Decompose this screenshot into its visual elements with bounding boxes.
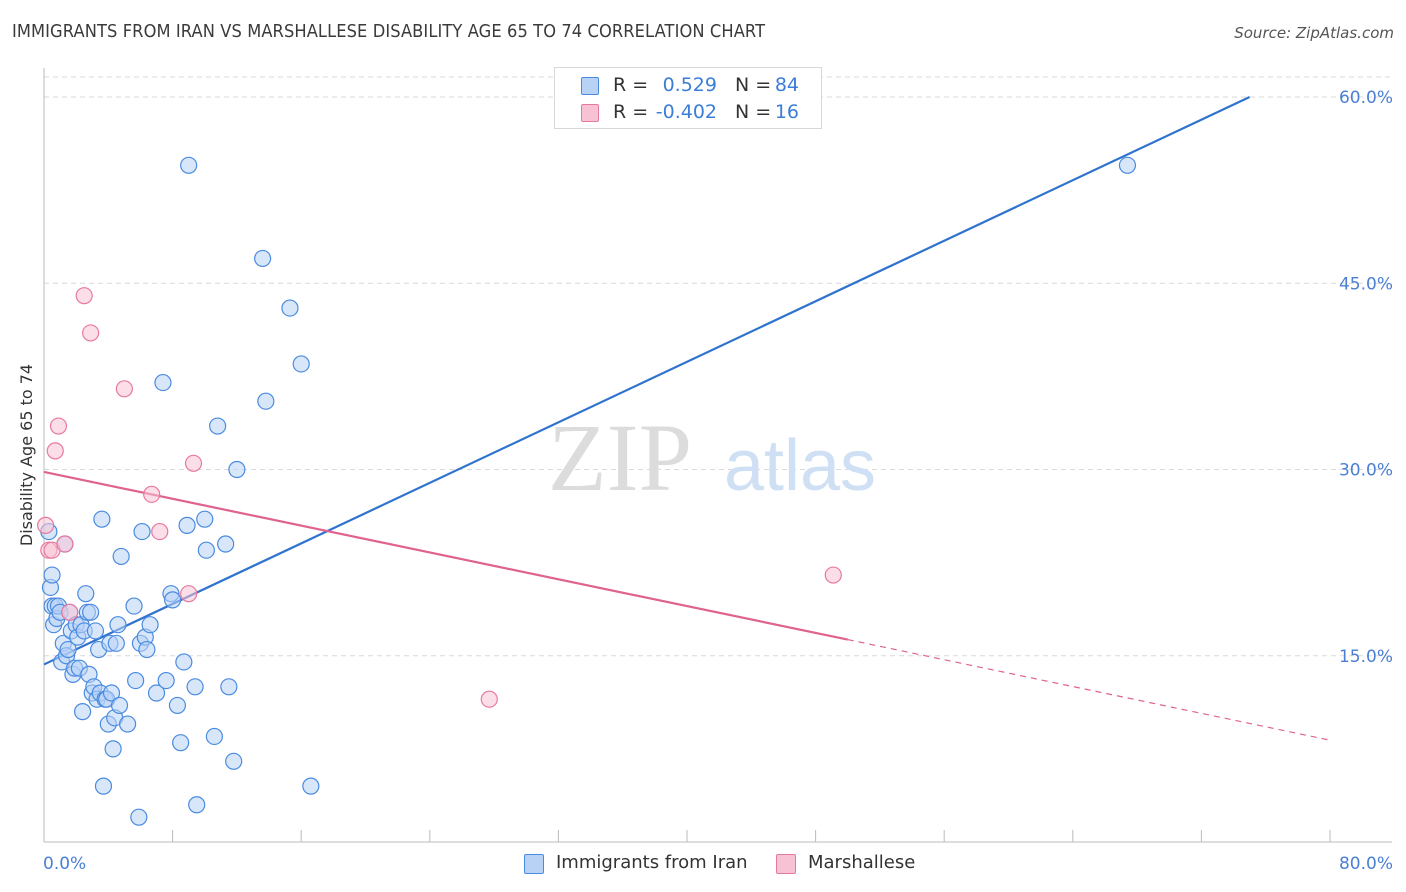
legend-swatch-iran — [524, 854, 544, 874]
y-tick-label: 60.0% — [1339, 88, 1393, 108]
point-iran — [82, 603, 100, 621]
point-iran — [172, 734, 190, 752]
r-value: -0.402 — [655, 101, 717, 123]
legend-label-marshallese: Marshallese — [808, 852, 916, 873]
point-marshallese — [56, 535, 74, 553]
trendline-marshallese — [43, 470, 848, 641]
point-iran — [107, 634, 125, 652]
n-value: 84 — [774, 74, 799, 96]
point-marshallese — [75, 287, 93, 305]
point-iran — [205, 727, 223, 746]
point-iran — [157, 671, 175, 690]
point-iran — [1118, 156, 1137, 174]
y-tick-label: 30.0% — [1339, 461, 1393, 481]
point-iran — [118, 715, 137, 733]
point-iran — [94, 777, 113, 795]
point-iran — [302, 777, 320, 795]
point-iran — [196, 510, 214, 528]
n-label: N = — [735, 101, 772, 123]
point-iran — [133, 522, 151, 541]
point-marshallese — [143, 485, 161, 503]
watermark-atlas: atlas — [724, 426, 876, 506]
point-marshallese — [49, 417, 68, 435]
point-iran — [254, 249, 272, 268]
legend-swatch-marshallese — [776, 854, 796, 874]
point-marshallese — [184, 454, 203, 472]
point-iran — [228, 460, 246, 479]
point-iran — [225, 752, 243, 770]
n-label: N = — [735, 74, 772, 96]
point-marshallese — [115, 380, 133, 398]
point-iran — [154, 373, 172, 392]
axes — [43, 68, 1392, 843]
point-iran — [112, 547, 130, 566]
point-iran — [127, 671, 145, 690]
point-marshallese — [46, 442, 64, 460]
point-iran — [138, 640, 156, 659]
point-iran — [93, 510, 111, 528]
point-iran — [217, 535, 235, 553]
chart-title: IMMIGRANTS FROM IRAN VS MARSHALLESE DISA… — [12, 22, 766, 42]
point-iran — [188, 796, 206, 814]
point-iran — [180, 156, 198, 174]
stats-legend-row-iran: R = 0.529 N = 84 — [555, 74, 821, 100]
point-iran — [77, 585, 95, 603]
stats-legend-row-marshallese: R = -0.402 N = 16 — [555, 101, 821, 127]
point-marshallese — [82, 324, 100, 342]
trendline-dashed-marshallese — [847, 639, 1331, 741]
r-label: R = — [613, 101, 649, 123]
point-iran — [175, 653, 193, 671]
watermark-zip: ZIP — [548, 404, 692, 511]
legend-label-iran: Immigrants from Iran — [556, 852, 748, 873]
point-iran — [102, 684, 121, 702]
r-value: 0.529 — [662, 74, 717, 96]
r-label: R = — [613, 74, 649, 96]
point-iran — [220, 678, 238, 696]
trendline-iran — [43, 96, 1251, 666]
x-tick-label-min: 0.0% — [43, 854, 86, 874]
point-marshallese — [61, 603, 79, 621]
y-tick-label: 15.0% — [1339, 647, 1393, 667]
point-iran — [281, 299, 299, 317]
point-iran — [130, 808, 148, 826]
point-iran — [197, 541, 215, 559]
point-iran — [257, 392, 275, 410]
point-iran — [110, 696, 129, 715]
chart-source: Source: ZipAtlas.com — [1234, 24, 1394, 42]
point-marshallese — [151, 522, 169, 541]
series-legend: Immigrants from Iran Marshallese — [0, 852, 1406, 876]
point-iran — [186, 678, 204, 696]
point-iran — [141, 616, 159, 634]
legend-swatch-iran — [581, 77, 599, 95]
point-iran — [178, 516, 196, 534]
point-iran — [209, 417, 227, 435]
data-points — [37, 156, 1137, 826]
y-axis-label: Disability Age 65 to 74 — [17, 364, 36, 546]
point-iran — [292, 355, 310, 373]
tick-labels: 15.0% 30.0% 45.0% 60.0% 0.0% 80.0% — [43, 88, 1393, 874]
point-iran — [164, 591, 182, 609]
x-tick-label-max: 80.0% — [1339, 854, 1393, 874]
point-iran — [86, 622, 105, 640]
watermark: ZIP atlas — [548, 404, 876, 511]
point-marshallese — [37, 516, 55, 534]
point-iran — [109, 616, 127, 634]
point-marshallese — [480, 690, 498, 708]
point-iran — [104, 740, 122, 758]
point-iran — [168, 696, 187, 715]
point-iran — [73, 703, 92, 721]
point-iran — [59, 640, 77, 659]
point-marshallese — [824, 566, 842, 584]
point-iran — [125, 597, 143, 615]
n-value: 16 — [774, 101, 799, 123]
point-iran — [147, 684, 166, 702]
trendlines — [43, 96, 1331, 741]
stats-legend: R = 0.529 N = 84 R = -0.402 N = 16 — [554, 67, 822, 129]
point-marshallese — [180, 585, 198, 603]
legend-swatch-marshallese — [581, 104, 599, 122]
point-iran — [43, 566, 61, 584]
y-tick-label: 45.0% — [1339, 274, 1393, 294]
